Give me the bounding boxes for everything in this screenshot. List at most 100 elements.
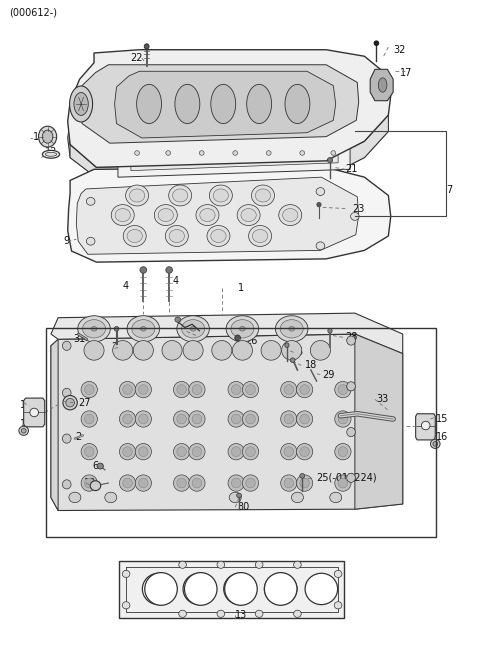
Ellipse shape — [183, 573, 216, 605]
Ellipse shape — [66, 398, 74, 407]
Ellipse shape — [141, 327, 146, 331]
Ellipse shape — [237, 204, 260, 225]
Ellipse shape — [135, 151, 140, 155]
Ellipse shape — [231, 414, 241, 424]
Ellipse shape — [126, 185, 149, 206]
Ellipse shape — [91, 327, 97, 331]
Text: 32: 32 — [393, 45, 406, 55]
Ellipse shape — [228, 475, 244, 491]
Ellipse shape — [338, 384, 348, 394]
Ellipse shape — [196, 204, 219, 225]
Ellipse shape — [183, 341, 203, 360]
Ellipse shape — [86, 237, 95, 245]
Ellipse shape — [347, 428, 355, 437]
Text: 31: 31 — [73, 334, 86, 345]
Ellipse shape — [255, 610, 263, 618]
Ellipse shape — [335, 475, 351, 491]
Ellipse shape — [120, 381, 136, 398]
Ellipse shape — [334, 571, 342, 578]
Ellipse shape — [231, 447, 241, 457]
Ellipse shape — [297, 381, 313, 398]
Ellipse shape — [144, 44, 149, 49]
Ellipse shape — [284, 414, 294, 424]
Ellipse shape — [192, 384, 202, 394]
Ellipse shape — [70, 86, 93, 122]
Polygon shape — [118, 132, 350, 177]
Ellipse shape — [283, 208, 298, 221]
Ellipse shape — [330, 492, 342, 502]
Ellipse shape — [433, 441, 438, 446]
Ellipse shape — [209, 185, 232, 206]
Text: 12: 12 — [45, 147, 58, 157]
Ellipse shape — [181, 320, 204, 338]
Ellipse shape — [84, 414, 94, 424]
Ellipse shape — [83, 320, 106, 338]
Ellipse shape — [81, 443, 97, 460]
Ellipse shape — [84, 384, 94, 394]
Polygon shape — [355, 334, 403, 509]
Ellipse shape — [338, 447, 348, 457]
Text: 30: 30 — [238, 502, 250, 512]
Ellipse shape — [139, 414, 148, 424]
Ellipse shape — [111, 204, 134, 225]
Ellipse shape — [123, 478, 132, 488]
Ellipse shape — [316, 242, 324, 250]
Ellipse shape — [105, 492, 117, 502]
Ellipse shape — [300, 478, 310, 488]
Ellipse shape — [168, 185, 192, 206]
Ellipse shape — [338, 478, 348, 488]
Ellipse shape — [317, 202, 321, 207]
Ellipse shape — [233, 151, 238, 155]
Ellipse shape — [192, 447, 202, 457]
Ellipse shape — [350, 212, 359, 220]
Ellipse shape — [300, 474, 305, 478]
Ellipse shape — [252, 185, 275, 206]
Ellipse shape — [231, 384, 241, 394]
Ellipse shape — [225, 572, 257, 605]
Polygon shape — [131, 138, 338, 171]
Ellipse shape — [229, 492, 241, 502]
Ellipse shape — [279, 204, 302, 225]
Ellipse shape — [291, 492, 303, 502]
Ellipse shape — [290, 358, 295, 362]
Text: 4: 4 — [123, 281, 129, 291]
Ellipse shape — [280, 320, 303, 338]
Text: 28: 28 — [345, 332, 358, 343]
Ellipse shape — [284, 447, 294, 457]
Polygon shape — [51, 313, 403, 354]
Ellipse shape — [294, 561, 301, 569]
Ellipse shape — [249, 225, 272, 246]
Ellipse shape — [378, 78, 387, 92]
Ellipse shape — [133, 341, 154, 360]
Ellipse shape — [42, 130, 53, 143]
Ellipse shape — [42, 151, 60, 159]
Ellipse shape — [237, 493, 241, 498]
Ellipse shape — [19, 426, 28, 436]
Ellipse shape — [62, 388, 71, 398]
Ellipse shape — [81, 475, 97, 491]
Ellipse shape — [62, 434, 71, 443]
Polygon shape — [68, 50, 391, 168]
Polygon shape — [81, 65, 359, 143]
Text: 2: 2 — [75, 432, 81, 442]
Ellipse shape — [115, 208, 131, 221]
Ellipse shape — [231, 320, 254, 338]
Ellipse shape — [135, 443, 152, 460]
Ellipse shape — [155, 204, 177, 225]
Ellipse shape — [120, 443, 136, 460]
Ellipse shape — [261, 341, 281, 360]
Ellipse shape — [139, 478, 148, 488]
Ellipse shape — [114, 327, 119, 331]
Ellipse shape — [162, 341, 182, 360]
Ellipse shape — [189, 381, 205, 398]
Ellipse shape — [81, 411, 97, 427]
Ellipse shape — [228, 411, 244, 427]
Ellipse shape — [305, 573, 337, 605]
Text: 33: 33 — [376, 394, 389, 404]
Ellipse shape — [123, 225, 146, 246]
Ellipse shape — [175, 84, 200, 124]
Ellipse shape — [86, 197, 95, 205]
Ellipse shape — [335, 381, 351, 398]
Ellipse shape — [207, 225, 230, 246]
Ellipse shape — [328, 328, 332, 333]
